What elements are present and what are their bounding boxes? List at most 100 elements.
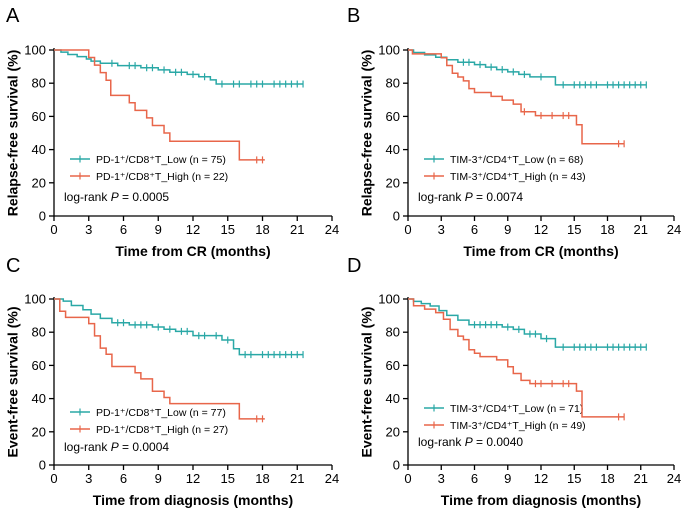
legend-label-low: TIM-3⁺/CD4⁺T_Low (n = 71) [450,403,583,415]
panel-c: C 0 3 6 9 12 15 18 21 24 0 20 40 60 80 100 Time from dia… [5,255,340,508]
y-axis-title: Event-free survival (%) [5,307,21,458]
y-axis-title: Relapse-free survival (%) [359,50,375,217]
logrank-symbol: P [465,190,473,204]
km-curve-low [408,298,647,348]
x-tick-label: 9 [155,471,162,486]
x-tick-label: 3 [85,471,92,486]
panel-b: B 0 3 6 9 12 15 18 21 24 0 20 40 60 80 100 Time from CR … [347,5,681,259]
y-tick-label: 60 [386,109,400,124]
legend-label-high: PD-1⁺/CD8⁺T_High (n = 22) [96,171,228,183]
logrank-prefix: log-rank [64,440,111,454]
x-tick-label: 18 [255,222,269,237]
x-axis-title: Time from diagnosis (months) [93,492,293,508]
y-tick-label: 60 [32,109,46,124]
y-tick-label: 40 [386,142,400,157]
legend-label-low: PD-1⁺/CD8⁺T_Low (n = 75) [96,154,226,166]
km-curve-high [408,49,625,145]
y-tick-label: 0 [393,209,400,224]
x-axis-title: Time from CR (months) [115,243,270,259]
x-tick-label: 21 [290,222,304,237]
y-tick-label: 60 [32,358,46,373]
y-tick-label: 80 [32,76,46,91]
x-tick-label: 3 [85,222,92,237]
y-axis-title: Event-free survival (%) [359,307,375,458]
x-tick-label: 0 [50,471,57,486]
x-tick-label: 6 [471,471,478,486]
y-tick-label: 40 [32,142,46,157]
x-axis-title: Time from diagnosis (months) [441,492,641,508]
logrank-prefix: log-rank [418,435,465,449]
x-tick-label: 0 [50,222,57,237]
logrank-p-value: log-rank P = 0.0005 [64,190,169,204]
x-tick-label: 24 [667,471,681,486]
y-tick-label: 0 [39,458,46,473]
panel-letter: B [347,5,360,27]
km-curve-low [408,49,647,86]
km-curve-low [54,49,304,85]
km-curve-high [408,298,625,418]
y-tick-label: 80 [386,325,400,340]
x-tick-label: 6 [120,471,127,486]
logrank-p-value: log-rank P = 0.0040 [418,435,523,449]
logrank-value: = 0.0074 [473,190,524,204]
x-tick-label: 0 [404,222,411,237]
x-tick-label: 0 [404,471,411,486]
x-tick-label: 21 [290,471,304,486]
y-tick-label: 100 [24,43,46,58]
y-tick-label: 20 [386,175,400,190]
x-tick-label: 9 [504,222,511,237]
y-tick-label: 0 [39,209,46,224]
logrank-prefix: log-rank [418,190,465,204]
x-tick-label: 24 [325,471,339,486]
y-tick-label: 100 [378,43,400,58]
x-tick-label: 21 [634,222,648,237]
logrank-value: = 0.0005 [119,190,170,204]
panel-letter: A [6,5,20,27]
logrank-value: = 0.0040 [473,435,524,449]
x-tick-label: 12 [186,222,200,237]
x-tick-label: 18 [600,222,614,237]
y-tick-label: 20 [386,424,400,439]
legend-label-low: PD-1⁺/CD8⁺T_Low (n = 77) [96,407,226,419]
km-curve-low [54,298,304,356]
y-tick-label: 60 [386,358,400,373]
logrank-p-value: log-rank P = 0.0074 [418,190,523,204]
x-tick-label: 15 [221,471,235,486]
y-tick-label: 20 [32,424,46,439]
legend-label-low: TIM-3⁺/CD4⁺T_Low (n = 68) [450,154,583,166]
logrank-symbol: P [111,440,119,454]
panel-d: D 0 3 6 9 12 15 18 21 24 0 20 40 60 80 100 Time from dia… [347,255,681,508]
x-tick-label: 15 [567,222,581,237]
legend-label-high: TIM-3⁺/CD4⁺T_High (n = 49) [450,420,586,432]
y-tick-label: 80 [386,76,400,91]
y-tick-label: 100 [378,292,400,307]
km-curve-high [54,49,265,161]
x-tick-label: 9 [155,222,162,237]
x-tick-label: 24 [667,222,681,237]
x-tick-label: 15 [221,222,235,237]
x-tick-label: 3 [438,222,445,237]
y-tick-label: 80 [32,325,46,340]
panel-a: A 0 3 6 9 12 15 18 21 24 0 20 40 60 80 100 Time from CR … [5,5,340,259]
y-tick-label: 40 [386,391,400,406]
x-tick-label: 12 [534,222,548,237]
x-tick-label: 24 [325,222,339,237]
x-tick-label: 18 [255,471,269,486]
logrank-p-value: log-rank P = 0.0004 [64,440,169,454]
y-tick-label: 0 [393,458,400,473]
km-curve-high [54,298,265,420]
y-axis-title: Relapse-free survival (%) [5,50,21,217]
x-tick-label: 15 [567,471,581,486]
x-tick-label: 6 [120,222,127,237]
y-tick-label: 100 [24,292,46,307]
logrank-value: = 0.0004 [119,440,170,454]
y-tick-label: 20 [32,175,46,190]
x-tick-label: 12 [534,471,548,486]
x-axis-title: Time from CR (months) [463,243,618,259]
panel-letter: C [6,255,20,277]
panel-letter: D [347,255,361,277]
x-tick-label: 6 [471,222,478,237]
x-tick-label: 21 [634,471,648,486]
legend-label-high: PD-1⁺/CD8⁺T_High (n = 27) [96,424,228,436]
